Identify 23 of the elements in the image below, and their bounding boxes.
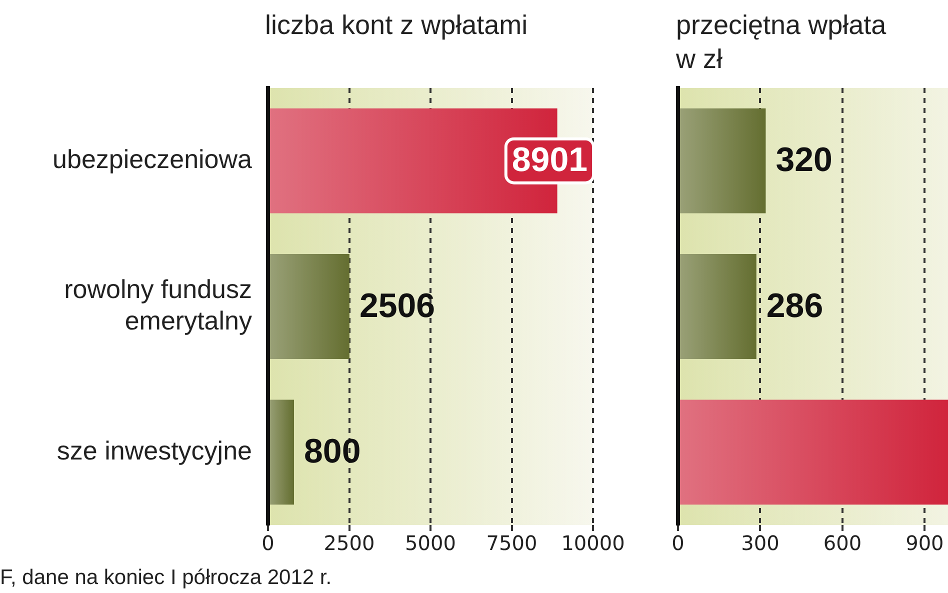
x-tick-label: 300 <box>741 531 780 556</box>
data-label: 8901 <box>512 141 588 180</box>
x-tick-label: 600 <box>823 531 862 556</box>
data-label: 320 <box>776 141 832 180</box>
y-tick-label: ubezpieczeniowa <box>52 144 253 174</box>
y-tick-label: sze inwestycyjne <box>56 435 252 466</box>
x-tick-label: 5000 <box>405 531 456 556</box>
data-label: 286 <box>766 286 824 325</box>
data-label: 2506 <box>359 286 436 325</box>
data-label: 800 <box>304 432 361 471</box>
chart-title: przeciętna wpłata w zł <box>676 9 888 76</box>
x-tick-label: 900 <box>906 531 944 556</box>
text: F, dane na koniec I półrocza 2012 r. <box>0 566 332 590</box>
bar <box>679 254 756 359</box>
x-tick-label: 0 <box>262 531 274 556</box>
bar <box>679 108 766 214</box>
y-tick-label: rowolny fundusz emerytalny <box>64 274 252 336</box>
chart-title: liczba kont z wpłatami <box>265 9 529 42</box>
bar <box>679 400 948 505</box>
x-tick-label: 0 <box>672 531 684 556</box>
x-tick-label: 10000 <box>561 531 625 556</box>
x-tick-label: 7500 <box>486 531 538 556</box>
x-tick-label: 2500 <box>324 531 375 556</box>
